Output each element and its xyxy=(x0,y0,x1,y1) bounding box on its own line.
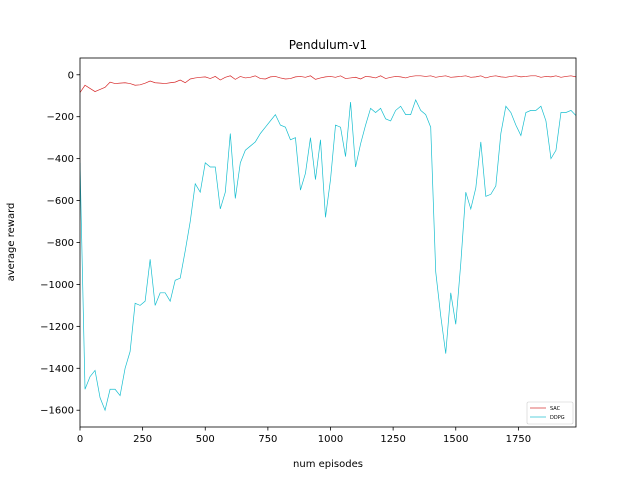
series-layer xyxy=(80,75,576,412)
legend-label-ddpg: DDPG xyxy=(550,415,565,421)
x-axis: 0 250 500 750 1000 1250 1500 1750 xyxy=(77,427,531,445)
x-tick-label: 0 xyxy=(77,434,83,445)
series-line-ddpg xyxy=(80,99,576,412)
x-tick-label: 500 xyxy=(196,434,215,445)
x-tick-label: 750 xyxy=(258,434,277,445)
series-line-sac xyxy=(80,75,576,93)
x-tick-label: 1750 xyxy=(506,434,531,445)
y-tick-label: −1600 xyxy=(40,406,74,417)
y-axis-label: average reward xyxy=(6,203,17,282)
y-tick-label: −200 xyxy=(47,112,74,123)
legend-label-sac: SAC xyxy=(550,406,561,412)
y-tick-label: −1400 xyxy=(40,364,74,375)
chart-title: Pendulum-v1 xyxy=(289,38,367,52)
y-tick-label: −1200 xyxy=(40,322,74,333)
y-tick-label: 0 xyxy=(68,70,74,81)
y-tick-label: −600 xyxy=(47,196,74,207)
x-axis-label: num episodes xyxy=(293,459,363,470)
legend-box xyxy=(526,401,574,425)
y-tick-label: −1000 xyxy=(40,280,74,291)
x-tick-label: 1500 xyxy=(443,434,468,445)
x-tick-label: 1000 xyxy=(318,434,343,445)
y-tick-label: −800 xyxy=(47,238,74,249)
legend: SAC DDPG xyxy=(526,401,574,425)
y-tick-label: −400 xyxy=(47,154,74,165)
x-tick-label: 1250 xyxy=(380,434,405,445)
y-axis: 0 −200 −400 −600 −800 −1000 −1200 −1400 −1600 xyxy=(40,70,80,417)
x-tick-label: 250 xyxy=(133,434,152,445)
